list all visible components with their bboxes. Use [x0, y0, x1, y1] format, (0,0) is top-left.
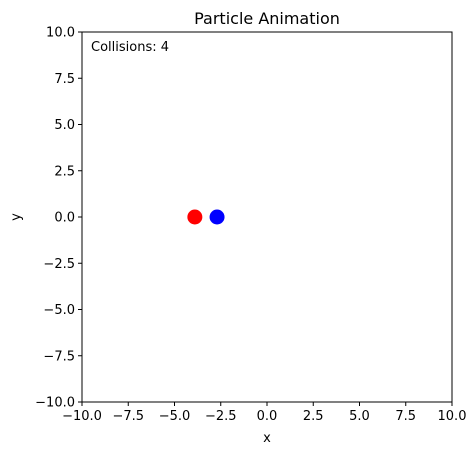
x-tick-label: 5.0	[349, 409, 370, 424]
x-tick-label: 0.0	[257, 409, 278, 424]
y-tick-label: 0.0	[54, 211, 75, 226]
y-axis-ticks: −10.0 −7.5 −5.0 −2.5 0.0 2.5 5.0 7.5 10.0	[35, 26, 82, 411]
x-axis-ticks: −10.0 −7.5 −5.0 −2.5 0.0 2.5 5.0 7.5 10.0	[62, 402, 466, 424]
x-tick-label: 10.0	[438, 409, 467, 424]
collisions-annotation: Collisions: 4	[91, 40, 169, 55]
x-tick-label: −5.0	[159, 409, 191, 424]
y-tick-label: 2.5	[54, 164, 75, 179]
particle-point-2	[209, 209, 225, 225]
particle-point-1	[187, 209, 203, 225]
plot-area	[81, 31, 453, 403]
x-axis-label: x	[263, 431, 271, 446]
x-tick-label: −7.5	[112, 409, 144, 424]
x-tick-label: −10.0	[62, 409, 102, 424]
y-tick-label: 7.5	[54, 72, 75, 87]
x-tick-label: −2.5	[205, 409, 237, 424]
y-tick-label: −7.5	[43, 349, 75, 364]
y-tick-label: −10.0	[35, 396, 75, 411]
x-tick-label: 7.5	[395, 409, 416, 424]
chart-title: Particle Animation	[194, 9, 340, 28]
y-tick-label: 5.0	[54, 118, 75, 133]
particles	[187, 209, 225, 225]
x-tick-label: 2.5	[303, 409, 324, 424]
y-axis-label: y	[9, 213, 24, 221]
y-tick-label: 10.0	[46, 26, 75, 41]
y-tick-label: −5.0	[43, 303, 75, 318]
y-tick-label: −2.5	[43, 257, 75, 272]
